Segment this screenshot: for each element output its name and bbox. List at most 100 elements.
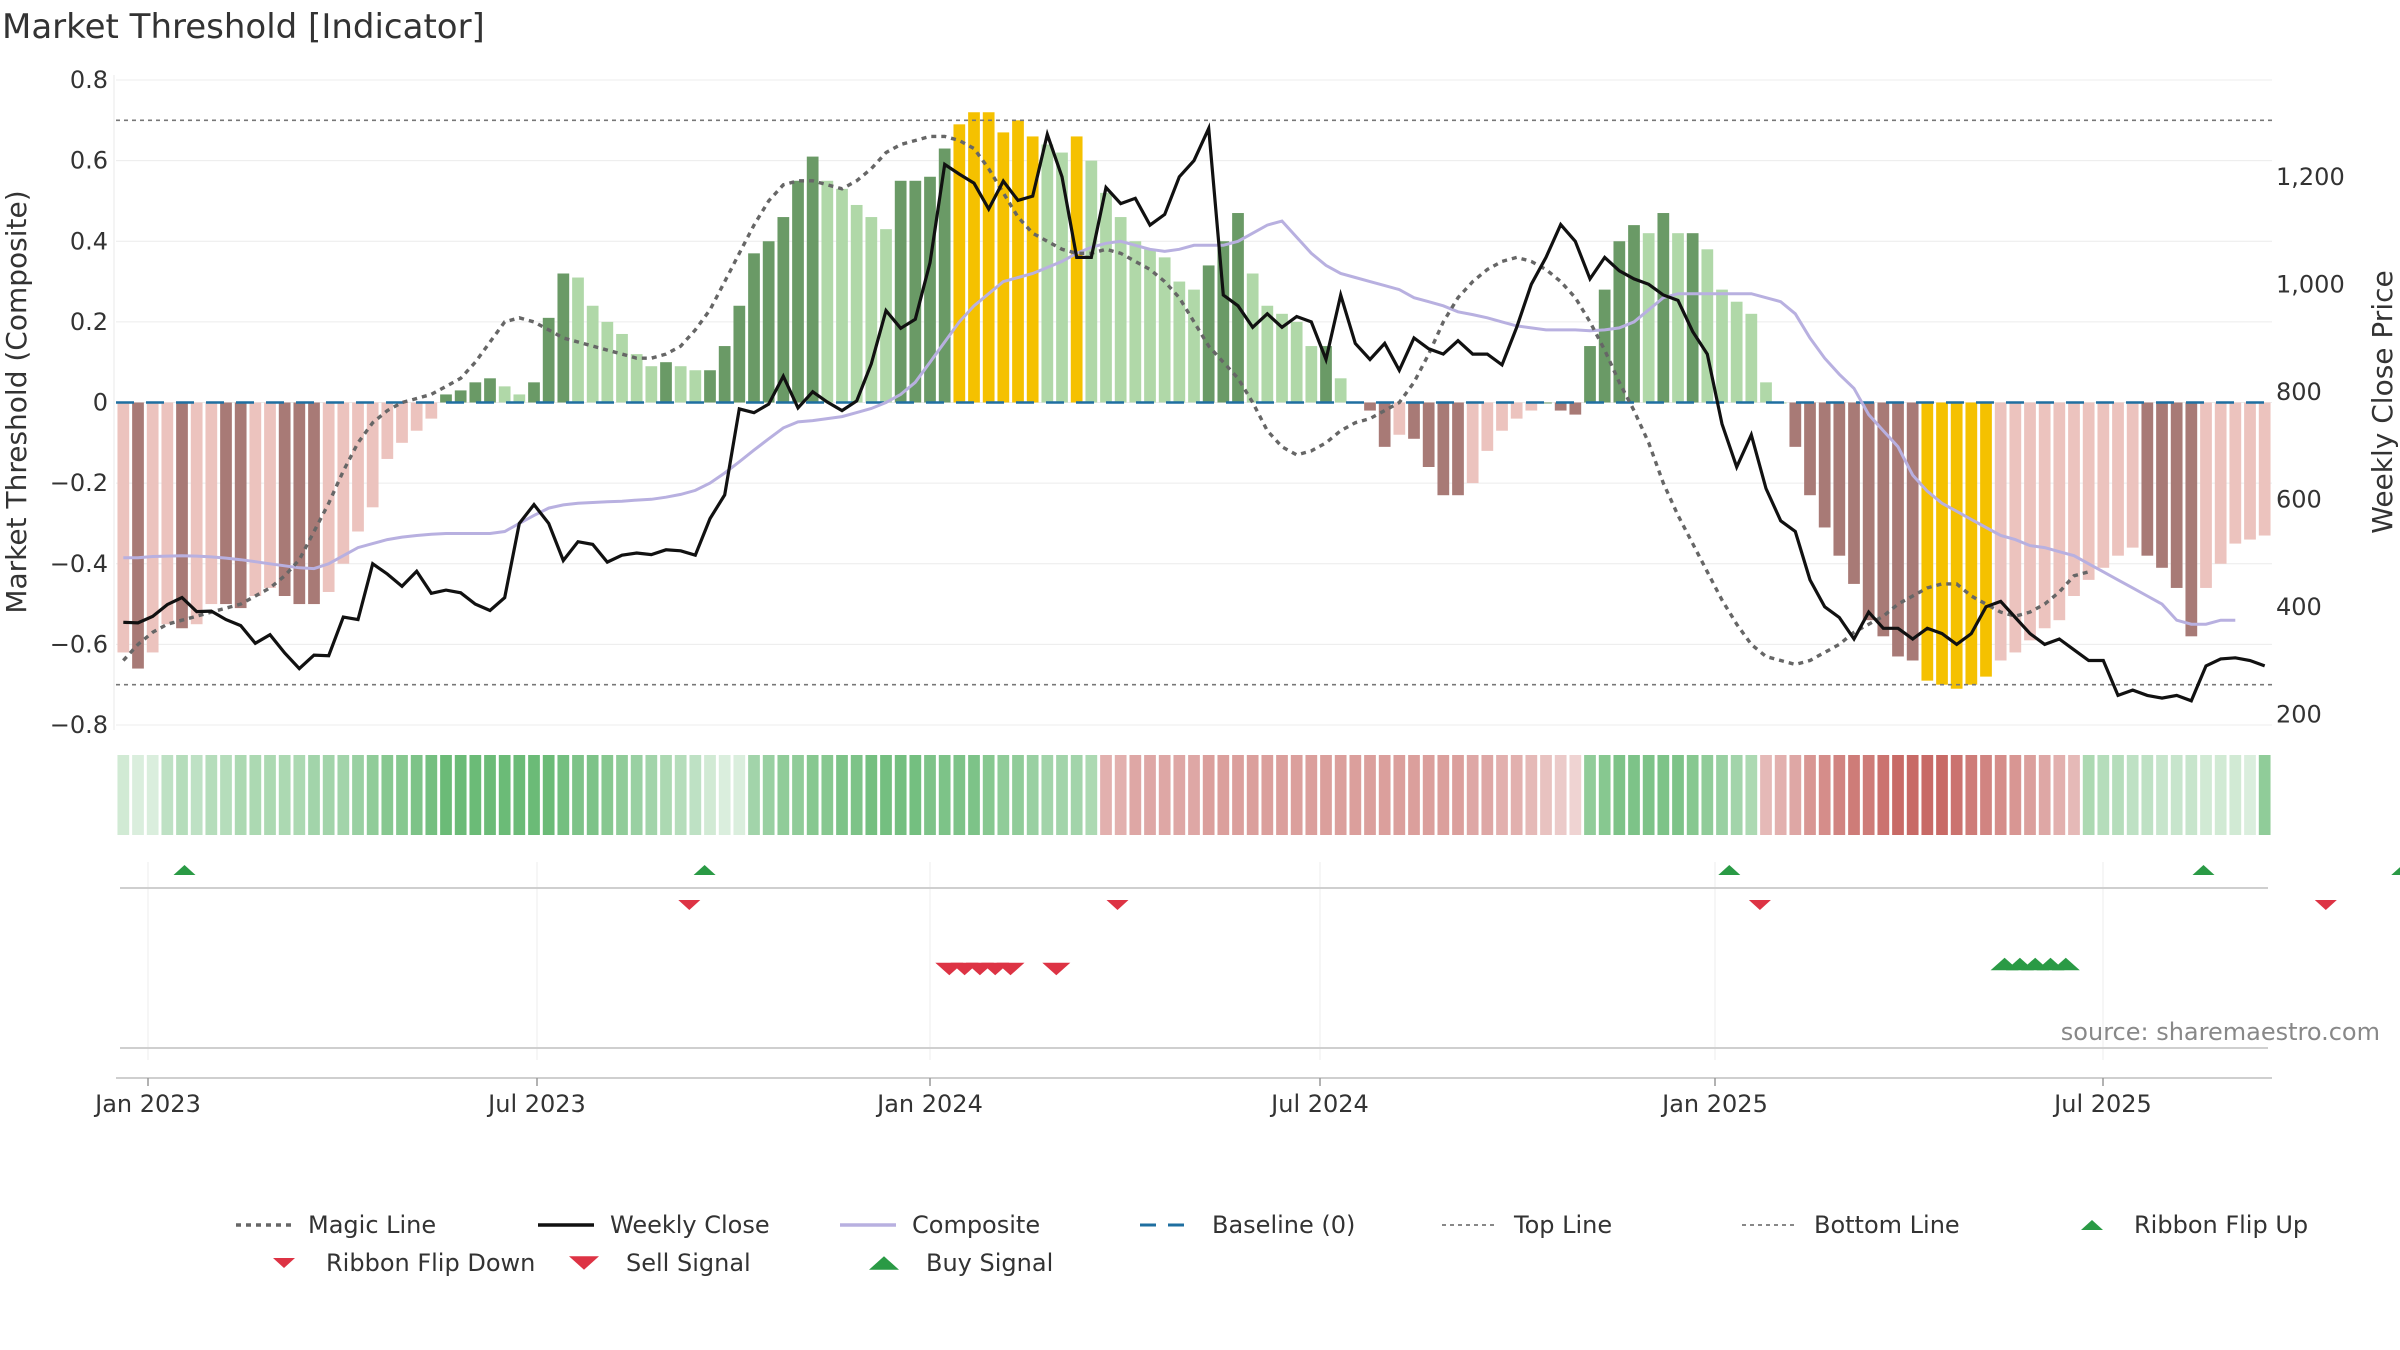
y2-tick-label: 400 [2276,593,2322,621]
composite-bar [1965,402,1978,685]
composite-bar [1833,402,1846,556]
ribbon-cell [1774,755,1787,835]
ribbon-flip-down-marker [678,900,701,910]
y-tick-label: −0.2 [50,469,108,497]
y-tick-label: 0 [93,389,108,417]
ribbon-flip-up-marker [2391,867,2400,875]
ribbon-cell [1276,755,1288,835]
composite-bars [117,112,2271,689]
composite-bar [704,370,716,403]
composite-bar [2053,402,2066,621]
ribbon-flip-down-marker [1748,900,1771,910]
left-axis: 0.8 0.6 0.4 0.2 0 −0.2 −0.4 −0.6 −0.8 [50,66,108,739]
legend-label: Ribbon Flip Down [326,1249,535,1277]
ribbon-cell [2258,755,2271,835]
composite-bar [968,112,980,403]
ribbon-cell [1481,755,1494,835]
ribbon-cell [117,755,130,835]
ribbon-cell [850,755,863,835]
ribbon-cell [1085,755,1098,835]
composite-bar [2200,402,2212,588]
composite-bar [1452,402,1464,496]
ribbon-cell [2038,755,2051,835]
ribbon-cell [704,755,716,835]
x-axis: Jan 2023 Jul 2023 Jan 2024 Jul 2024 Jan 2025… [93,1077,2272,1118]
ribbon-cell [718,755,731,835]
composite-bar [1496,402,1508,431]
composite-bar [572,277,584,403]
composite-bar [586,305,599,403]
ribbon-cell [2009,755,2022,835]
legend-swatch [869,1256,899,1270]
composite-bar [1584,346,1596,403]
y-tick-label: −0.4 [50,550,108,578]
x-tick-label: Jul 2024 [1269,1090,1369,1118]
ribbon-cell [249,755,262,835]
composite-bar [1745,313,1758,403]
composite-bar [2126,402,2139,548]
ribbon-cell [1452,755,1464,835]
ribbon-cell [146,755,159,835]
x-tick-label: Jan 2023 [93,1090,201,1118]
ribbon-cell [1246,755,1259,835]
composite-bar [498,386,511,403]
magic-line [122,134,2090,667]
composite-bar [1701,249,1714,403]
ribbon-cell [2200,755,2212,835]
ribbon-cell [1584,755,1596,835]
composite-bar [2097,402,2110,568]
ribbon-cell [1628,755,1640,835]
composite-bar [1481,402,1494,451]
legend-swatch [2081,1220,2103,1230]
ribbon-cell [836,755,848,835]
ribbon-cell [1554,755,1567,835]
y-tick-label: −0.6 [50,630,108,658]
composite-bar [2214,402,2227,564]
ribbon-cell [440,755,452,835]
ribbon-cell [938,755,951,835]
ribbon-cell [1818,755,1831,835]
legend-item: Buy Signal [869,1249,1053,1277]
composite-bar [1466,402,1479,484]
legend-label: Magic Line [308,1211,436,1239]
ribbon-cell [1144,755,1156,835]
ribbon-cell [220,755,232,835]
ribbon-cell [1804,755,1816,835]
ribbon-cell [1921,755,1934,835]
composite-bar [1540,402,1552,404]
composite-bar [1012,120,1024,403]
ribbon-flip-down-marker [1106,900,1129,910]
ribbon-cell [205,755,218,835]
legend: Magic Line Weekly Close Composite Baseline … [236,1211,2308,1277]
ribbon-cell [777,755,790,835]
ribbon-cell [806,755,819,835]
ribbon-cell [396,755,408,835]
composite-bar [293,402,306,605]
ribbon-cell [542,755,555,835]
composite-bar [1804,402,1816,496]
ribbon-cell [1510,755,1523,835]
ribbon-cell [924,755,936,835]
ribbon-cell [572,755,584,835]
composite-bar [1173,281,1186,403]
composite-bar [1422,402,1435,467]
composite-bar [278,402,291,596]
ribbon-cell [1114,755,1127,835]
composite-bar [1100,192,1112,403]
ribbon-cell [410,755,423,835]
composite-bar [821,180,834,403]
composite-bar [689,370,702,403]
composite-bar [748,253,760,403]
composite-bar [1877,402,1890,637]
composite-bar [1320,346,1332,403]
ribbon-cell [1745,755,1758,835]
composite-bar [1906,402,1919,661]
ribbon-cell [865,755,878,835]
composite-bar [1070,136,1083,403]
ribbon-cell [469,755,482,835]
y2-tick-label: 600 [2276,485,2322,513]
composite-bar [1716,289,1728,403]
ribbon-cell [1364,755,1376,835]
composite-bar [1892,402,1904,657]
ribbon-cell [1290,755,1303,835]
